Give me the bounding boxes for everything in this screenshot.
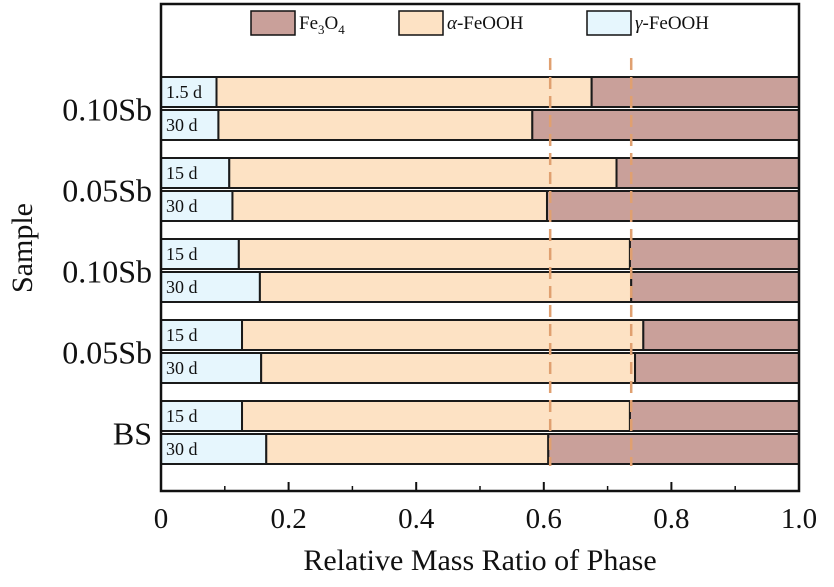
bar-duration-label: 30 d <box>166 115 198 135</box>
x-tick-label: 0.6 <box>526 503 562 535</box>
x-tick-label: 0.8 <box>653 503 689 535</box>
bar-segment-fe3o4 <box>545 190 800 222</box>
legend-label-greek: α <box>447 13 458 34</box>
legend-label-part: -FeOOH <box>643 13 710 34</box>
bar-segment-gamma-feooh <box>160 157 231 189</box>
bar-segment-gamma-feooh <box>160 238 240 270</box>
legend-label-subscript: 4 <box>338 22 345 37</box>
x-axis-title: Relative Mass Ratio of Phase <box>303 544 656 577</box>
bar-segment-alpha-feooh <box>260 352 637 384</box>
x-tick-label: 0.2 <box>270 503 306 535</box>
bar-duration-label: 15 d <box>166 163 198 183</box>
bar-segment-fe3o4 <box>615 157 800 189</box>
bar-segment-alpha-feooh <box>237 238 631 270</box>
bar-segment-alpha-feooh <box>231 190 548 222</box>
bar-segment-fe3o4 <box>628 400 800 432</box>
legend-label-subscript: 3 <box>318 22 325 37</box>
legend-label-part: -FeOOH <box>457 13 524 34</box>
sample-category-label: 0.05Sb <box>62 173 152 209</box>
bar-duration-label: 15 d <box>166 244 198 264</box>
bar-segment-alpha-feooh <box>258 271 633 303</box>
bar-duration-label: 30 d <box>166 277 198 297</box>
bar-duration-label: 15 d <box>166 325 198 345</box>
sample-category-label: 0.10Sb <box>62 254 152 290</box>
legend-entry-label: γ-FeOOH <box>635 13 709 34</box>
legend-entry-label: α-FeOOH <box>447 13 524 34</box>
bar-segment-fe3o4 <box>628 238 800 270</box>
bar-segment-fe3o4 <box>590 76 801 108</box>
legend: Fe3O4 α-FeOOH γ-FeOOH <box>250 10 709 37</box>
x-tick-label: 0.4 <box>398 503 435 535</box>
legend-swatch <box>398 10 444 36</box>
sample-category-label: 0.05Sb <box>62 335 152 371</box>
bar-segment-alpha-feooh <box>215 76 593 108</box>
bar-segment-alpha-feooh <box>217 109 534 141</box>
legend-label-greek: γ <box>635 13 643 34</box>
bar-duration-label: 15 d <box>166 406 198 426</box>
bar-segment-fe3o4 <box>547 433 800 465</box>
sample-category-label: 0.10Sb <box>62 92 152 128</box>
x-tick-label: 1.0 <box>781 503 817 535</box>
bar-segment-gamma-feooh <box>160 109 220 141</box>
y-axis-title: Sample <box>6 203 39 293</box>
axes: 0.10Sb 0.05Sb 0.10Sb 0.05Sb BS 0 0.2 0.4 0.6 0.8 1… <box>6 2 817 577</box>
bar-duration-label: 30 d <box>166 358 198 378</box>
bar-segment-alpha-feooh <box>228 157 618 189</box>
bar-segment-fe3o4 <box>630 271 800 303</box>
bar-duration-label: 30 d <box>166 439 198 459</box>
sample-category-label: BS <box>113 416 152 452</box>
bar-segment-alpha-feooh <box>265 433 550 465</box>
legend-label-part: Fe <box>299 13 318 34</box>
bar-duration-label: 1.5 d <box>166 82 202 102</box>
bar-segment-fe3o4 <box>531 109 800 141</box>
legend-swatch <box>250 10 296 36</box>
bar-segment-fe3o4 <box>642 319 800 351</box>
bar-duration-label: 30 d <box>166 196 198 216</box>
bar-segment-gamma-feooh <box>160 319 244 351</box>
bar-segment-alpha-feooh <box>241 400 631 432</box>
bar-segment-fe3o4 <box>634 352 800 384</box>
bar-segment-alpha-feooh <box>241 319 645 351</box>
legend-entry-label: Fe3O4 <box>299 13 345 37</box>
x-tick-label: 0 <box>154 503 169 535</box>
plot-area: 1.5 d 30 d 15 d 30 d 15 d 30 d 15 d 30 d 15 d 30 … <box>160 58 801 466</box>
legend-label-part: O <box>325 13 339 34</box>
legend-swatch <box>586 10 632 36</box>
